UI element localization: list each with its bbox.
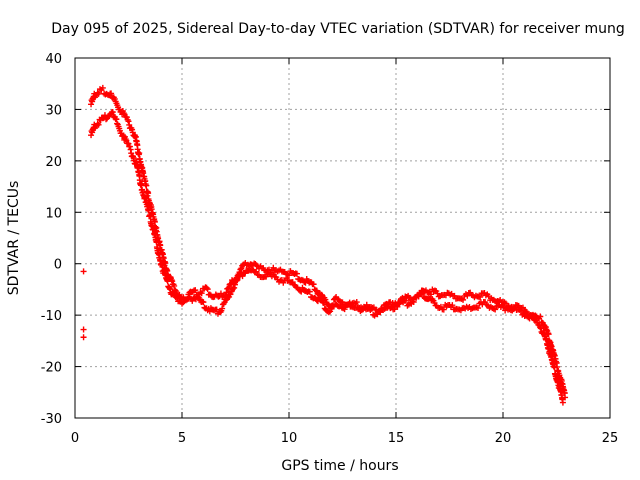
data-point [81,268,87,274]
x-tick-labels: 0 5 10 15 20 25 [71,431,618,446]
data-point [81,327,87,333]
data-points [81,85,569,406]
y-tick-label: -10 [41,309,62,324]
y-tick-label: 20 [45,155,62,170]
y-tick-labels: 40 30 20 10 0 -10 -20 -30 [41,52,62,427]
y-tick-label: 40 [45,52,62,67]
chart-title: Day 095 of 2025, Sidereal Day-to-day VTE… [51,21,625,37]
sdtvar-chart: Day 095 of 2025, Sidereal Day-to-day VTE… [0,0,640,480]
data-point [560,400,566,406]
x-axis-label: GPS time / hours [281,458,398,474]
x-tick-label: 20 [495,431,512,446]
y-axis-label: SDTVAR / TECUs [6,181,22,296]
x-tick-label: 0 [71,431,79,446]
x-tick-label: 10 [281,431,298,446]
data-point [81,334,87,340]
y-tick-label: 0 [54,258,62,273]
y-tick-label: -20 [41,361,62,376]
y-tick-label: -30 [41,412,62,427]
x-tick-label: 25 [602,431,619,446]
y-tick-label: 10 [45,206,62,221]
y-tick-label: 30 [45,103,62,118]
x-tick-label: 5 [178,431,186,446]
x-tick-label: 15 [388,431,405,446]
